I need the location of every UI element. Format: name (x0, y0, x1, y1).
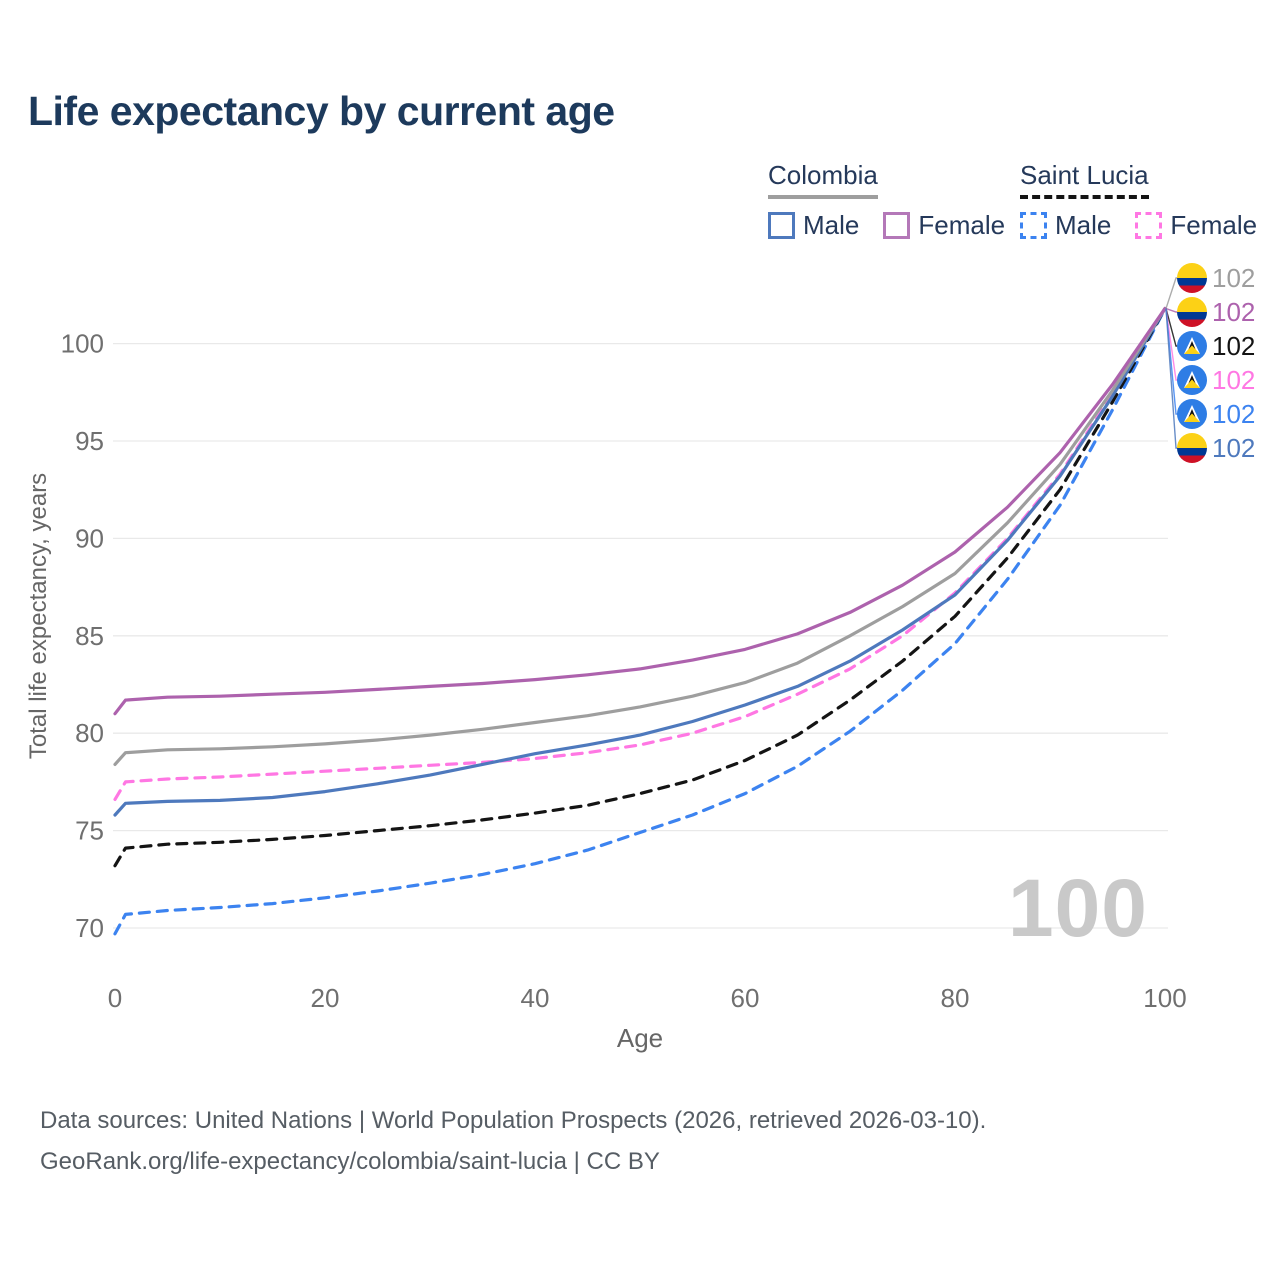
y-tick-90: 90 (75, 523, 104, 553)
y-tick-70: 70 (75, 913, 104, 943)
saint-lucia-flag-icon (1177, 365, 1207, 395)
end-value-label-saint-lucia-all[interactable]: 102 (1212, 331, 1255, 361)
saint-lucia-male-swatch-icon[interactable] (1020, 212, 1047, 239)
colombia-flag-icon (1177, 433, 1207, 463)
legend-label[interactable]: Female (918, 210, 1006, 240)
end-value-label-colombia-male[interactable]: 102 (1212, 433, 1255, 463)
saint-lucia-flag-icon (1177, 331, 1207, 361)
end-value-label-saint-lucia-male[interactable]: 102 (1212, 399, 1255, 429)
y-tick-100: 100 (61, 329, 104, 359)
legend-item-colombia-male[interactable]: Male (768, 210, 859, 241)
legend-group-saint-lucia: Saint Lucia Male Female (1020, 160, 1257, 241)
life-expectancy-chart: 70 75 80 85 90 95 100 0 20 40 60 80 100 Age Total life… (25, 263, 1255, 1053)
series-line-saint-lucia-female[interactable] (113, 306, 1167, 801)
x-tick-60: 60 (731, 983, 760, 1013)
legend-label[interactable]: Female (1170, 210, 1258, 240)
colombia-flag-icon (1177, 263, 1207, 293)
y-tick-75: 75 (75, 816, 104, 846)
x-tick-0: 0 (108, 983, 122, 1013)
legend-item-colombia-female[interactable]: Female (883, 210, 1005, 241)
x-tick-80: 80 (941, 983, 970, 1013)
series-line-colombia-male[interactable] (113, 306, 1167, 817)
legend-country-saint-lucia: Saint Lucia (1020, 160, 1149, 190)
colombia-line-swatch (768, 195, 878, 199)
page-title: Life expectancy by current age (28, 88, 615, 134)
legend-country-colombia: Colombia (768, 160, 878, 190)
x-tick-40: 40 (521, 983, 550, 1013)
y-tick-95: 95 (75, 426, 104, 456)
saint-lucia-line-swatch (1020, 195, 1149, 199)
colombia-female-swatch-icon[interactable] (883, 212, 911, 239)
legend-item-saint-lucia-male[interactable]: Male (1020, 210, 1111, 241)
y-tick-80: 80 (75, 718, 104, 748)
colombia-male-swatch-icon[interactable] (768, 212, 795, 239)
series-line-colombia-all[interactable] (113, 306, 1167, 766)
series-line-saint-lucia-male[interactable] (113, 306, 1167, 936)
x-tick-20: 20 (311, 983, 340, 1013)
data-sources-line: Data sources: United Nations | World Pop… (40, 1107, 987, 1134)
series-line-colombia-female[interactable] (113, 306, 1167, 716)
x-axis-title: Age (617, 1023, 663, 1053)
legend-label[interactable]: Male (803, 210, 860, 240)
saint-lucia-flag-icon (1177, 399, 1207, 429)
hovered-age-watermark: 100 (1008, 863, 1148, 954)
y-axis-title: Total life expectancy, years (25, 473, 52, 759)
legend-item-saint-lucia-female[interactable]: Female (1135, 210, 1257, 241)
end-value-label-colombia-female[interactable]: 102 (1212, 297, 1255, 327)
x-tick-100: 100 (1143, 983, 1186, 1013)
legend-label[interactable]: Male (1055, 210, 1112, 240)
colombia-flag-icon (1177, 297, 1207, 327)
end-value-label-saint-lucia-female[interactable]: 102 (1212, 365, 1255, 395)
attribution-line: GeoRank.org/life-expectancy/colombia/sai… (40, 1148, 660, 1175)
y-tick-85: 85 (75, 621, 104, 651)
end-value-label-colombia-all[interactable]: 102 (1212, 263, 1255, 293)
saint-lucia-female-swatch-icon[interactable] (1135, 212, 1163, 239)
legend-group-colombia: Colombia Male Female (768, 160, 1005, 241)
data-sources-footer: Data sources: United Nations | World Pop… (40, 1100, 986, 1182)
series-line-saint-lucia-all[interactable] (113, 306, 1167, 868)
